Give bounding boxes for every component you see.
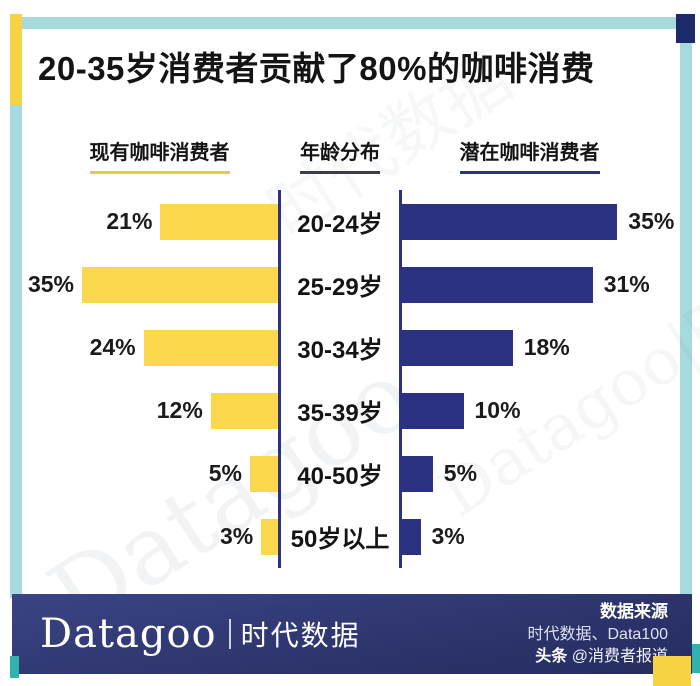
- left-bar: [210, 392, 278, 429]
- right-bar-value: 31%: [603, 271, 650, 297]
- footer-bar: Datagoo 时代数据 数据来源 时代数据、Data100 头条 @消费者报道: [12, 594, 692, 674]
- right-bar-value: 10%: [474, 397, 521, 423]
- right-bar-value: 3%: [431, 523, 465, 549]
- right-bar-value: 18%: [523, 334, 570, 360]
- footer-yellow-accent: [653, 656, 691, 686]
- left-bar-value: 21%: [106, 208, 153, 234]
- age-label: 50岁以上: [290, 526, 390, 553]
- left-bar-row: 35%: [28, 253, 278, 316]
- left-bar-value: 24%: [89, 334, 136, 360]
- right-bar: [402, 518, 421, 555]
- left-bar-row: 5%: [38, 442, 278, 505]
- right-bar-value: 35%: [628, 208, 675, 234]
- age-labels-column: 20-24岁 25-29岁 30-34岁 35-39岁 40-50岁 50岁以上: [281, 190, 399, 568]
- frame-corner-block: [676, 14, 695, 43]
- frame-left-border: [10, 105, 22, 598]
- existing-consumers-column: 21% 35% 24% 12% 5% 3%: [28, 190, 281, 568]
- left-bar: [160, 203, 278, 240]
- brand-name-en: Datagoo: [40, 611, 217, 657]
- age-label: 35-39岁: [297, 400, 383, 427]
- column-headers: 现有咖啡消费者 年龄分布 潜在咖啡消费者: [38, 136, 660, 174]
- left-series-header: 现有咖啡消费者: [38, 136, 281, 174]
- data-source-block: 数据来源 时代数据、Data100 头条 @消费者报道: [528, 600, 669, 668]
- right-bar-value: 5%: [443, 460, 478, 486]
- left-bar-value: 3%: [219, 523, 254, 549]
- left-bar-value: 5%: [208, 460, 242, 486]
- right-bar-row: 31%: [402, 253, 660, 316]
- right-bar: [402, 203, 618, 240]
- right-bar-row: 5%: [402, 442, 660, 505]
- social-platform: 头条: [535, 647, 568, 665]
- footer-teal-accent-left: [10, 656, 19, 678]
- brand-logo: Datagoo 时代数据: [40, 614, 361, 654]
- right-bar-row: 18%: [402, 316, 660, 379]
- source-names: 时代数据、Data100: [527, 625, 669, 643]
- left-bar-value: 12%: [156, 397, 203, 423]
- age-label: 25-29岁: [297, 274, 383, 301]
- butterfly-chart: 21% 35% 24% 12% 5% 3%: [28, 190, 674, 568]
- brand-divider: [228, 619, 231, 649]
- right-bar: [402, 266, 593, 303]
- right-bar-row: 3%: [402, 505, 660, 568]
- frame-top-border: [22, 17, 678, 29]
- right-bar-row: 10%: [402, 379, 660, 442]
- right-bar: [402, 329, 513, 366]
- chart-title: 20-35岁消费者贡献了80%的咖啡消费: [38, 50, 595, 87]
- potential-consumers-column: 35% 31% 18% 10% 5% 3%: [399, 190, 674, 568]
- left-bar: [250, 455, 278, 492]
- left-bar-value: 35%: [27, 271, 74, 297]
- age-label: 20-24岁: [297, 211, 383, 238]
- left-bar: [261, 518, 278, 555]
- source-label: 数据来源: [600, 602, 668, 622]
- social-handle-line: 头条 @消费者报道: [528, 646, 668, 668]
- age-column-header: 年龄分布: [281, 136, 399, 174]
- right-bar: [402, 392, 464, 429]
- social-handle: @消费者报道: [571, 647, 668, 665]
- left-bar-row: 21%: [38, 190, 278, 253]
- brand-name-cn: 时代数据: [240, 620, 361, 651]
- right-bar-row: 35%: [402, 190, 674, 253]
- left-bar: [143, 329, 278, 366]
- left-bar-row: 12%: [38, 379, 278, 442]
- right-series-header: 潜在咖啡消费者: [399, 136, 660, 174]
- age-label: 40-50岁: [297, 463, 383, 490]
- footer-teal-accent-right: [692, 644, 700, 673]
- frame-right-border: [680, 29, 692, 598]
- frame-left-yellow-accent: [10, 14, 22, 105]
- left-bar-row: 3%: [38, 505, 278, 568]
- left-bar-row: 24%: [38, 316, 278, 379]
- left-bar: [82, 266, 278, 303]
- age-label: 30-34岁: [297, 337, 383, 364]
- right-bar: [402, 455, 433, 492]
